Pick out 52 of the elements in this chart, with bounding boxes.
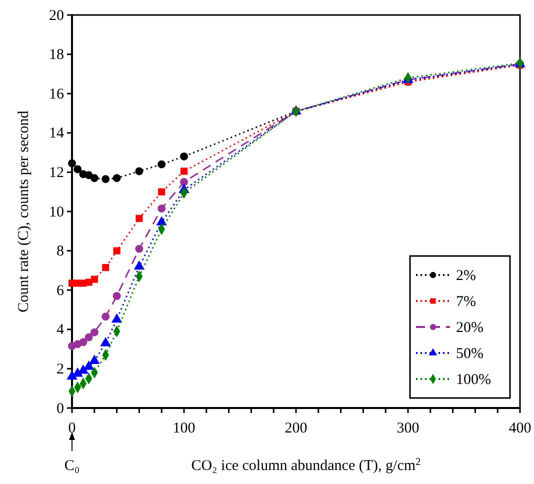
x-tick-label: 0 [68,420,76,436]
text: C₀ [64,458,80,474]
y-tick-label: 12 [49,165,64,181]
legend-label: 7% [456,294,476,310]
point [158,160,166,168]
point [102,264,110,272]
point [113,247,120,254]
point [111,313,122,323]
y-tick-label: 16 [49,86,64,102]
y-tick-label: 10 [49,204,64,220]
y-tick-label: 14 [49,126,64,142]
y-tick-label: 18 [49,47,64,64]
point [136,214,143,222]
y-axis-title: Count rate (C), counts per second [16,110,32,312]
legend-label: 2% [456,268,476,284]
point [89,354,100,364]
legend-label: 20% [456,320,484,336]
x-tick-label: 200 [284,420,308,436]
point [102,312,110,321]
legend-label: 50% [456,346,484,362]
y-tick-label: 20 [49,8,64,24]
point [180,152,188,160]
point [134,260,145,270]
point [90,328,98,336]
point [112,174,121,182]
point [135,167,144,176]
point [84,333,93,342]
y-tick-label: 8 [56,244,64,260]
point [90,276,98,283]
point [74,165,82,174]
point [68,159,76,168]
point [180,178,188,186]
y-tick-label: 6 [56,282,64,299]
point [156,216,167,226]
x-tick-label: 100 [172,420,196,436]
point [112,292,121,300]
point [83,360,94,370]
point [158,188,166,196]
point [180,168,188,175]
legend-label: 100% [456,372,491,388]
x-tick-label: 300 [396,420,420,436]
point [135,244,144,253]
y-tick-label: 0 [56,400,64,417]
point [158,204,166,213]
point [102,175,110,184]
point [90,174,98,182]
y-tick-label: 4 [56,322,64,338]
y-tick-label: 2 [56,362,64,378]
x-axis-title: CO₂ ice column abundance (T), g/cm$^{2}$ [191,456,421,474]
x-tick-label: 400 [508,420,532,436]
point [100,336,111,346]
point [79,338,88,346]
